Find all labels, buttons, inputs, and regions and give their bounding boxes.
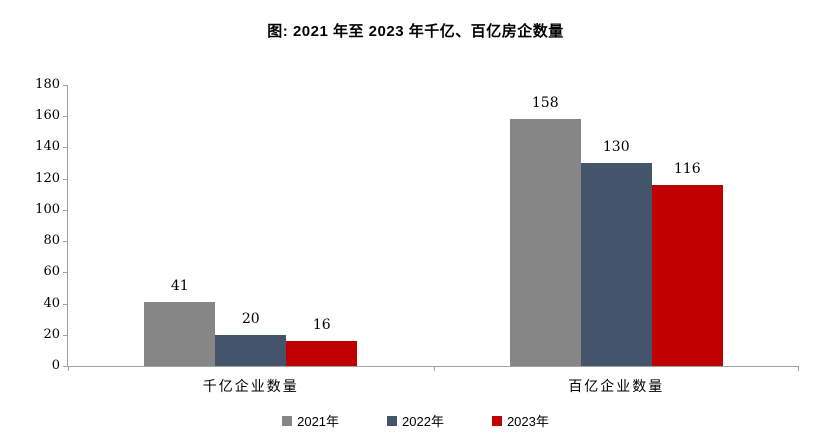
bar-value-label: 116 [673,160,701,177]
y-tick-mark [63,178,67,180]
y-tick-label: 100 [35,201,60,217]
bar [215,334,287,366]
legend-swatch-icon [387,415,398,426]
legend: 2021年 2022年 2023年 [0,411,831,430]
bar-value-label: 130 [602,139,630,156]
y-tick-mark [63,241,67,243]
bar-value-label: 41 [170,278,189,294]
y-tick-label: 60 [43,264,60,280]
bar [580,163,652,366]
y-tick-mark [63,334,67,336]
x-tick-mark [798,366,799,371]
bar-value-label: 20 [241,310,260,327]
x-tick-mark [68,366,69,371]
y-tick-mark [63,303,67,305]
bar [144,302,216,366]
bar-group: 41 20 16 [68,85,434,366]
y-tick-label: 40 [43,295,60,311]
bar-value-label: 158 [531,95,559,112]
y-tick-label: 180 [35,77,60,92]
legend-item: 2023年 [491,411,549,430]
bar-column: 41 [144,278,216,366]
bar-group: 158 130 116 [434,85,800,366]
y-tick-label: 0 [51,358,60,373]
y-tick-mark [63,209,67,211]
bar [651,184,723,366]
y-tick-label: 160 [35,108,60,124]
y-axis-line [67,85,68,366]
x-axis-line [67,366,799,367]
legend-label: 2021年 [297,414,340,429]
y-tick-mark [63,366,67,367]
legend-item: 2022年 [387,411,444,430]
legend-label: 2022年 [402,414,444,429]
bar-column: 130 [580,139,652,366]
y-tick-label: 80 [43,233,60,249]
bar-column: 116 [651,160,723,366]
plot-area: 41 20 16 158 130 116 [63,85,800,371]
y-tick-mark [63,147,67,149]
chart-title: 图: 2021 年至 2023 年千亿、百亿房企数量 [267,23,564,40]
legend-swatch-icon [491,415,502,426]
bar [509,119,581,366]
legend-label: 2023年 [506,414,549,429]
y-tick-label: 140 [35,139,60,155]
x-tick-mark [433,366,435,371]
legend-item: 2021年 [282,411,339,430]
bar-column: 158 [509,95,581,366]
y-tick-label: 120 [35,170,60,186]
legend-swatch-icon [282,415,293,426]
y-tick-mark [63,85,67,86]
category-label: 百亿企业数量 [568,378,665,394]
bar [286,341,358,366]
bar-column: 16 [286,317,358,366]
y-tick-mark [63,116,67,118]
category-label: 千亿企业数量 [202,378,299,394]
y-tick-mark [63,272,67,274]
y-tick-label: 20 [43,326,60,342]
bar-column: 20 [215,310,287,366]
bar-value-label: 16 [312,317,331,334]
